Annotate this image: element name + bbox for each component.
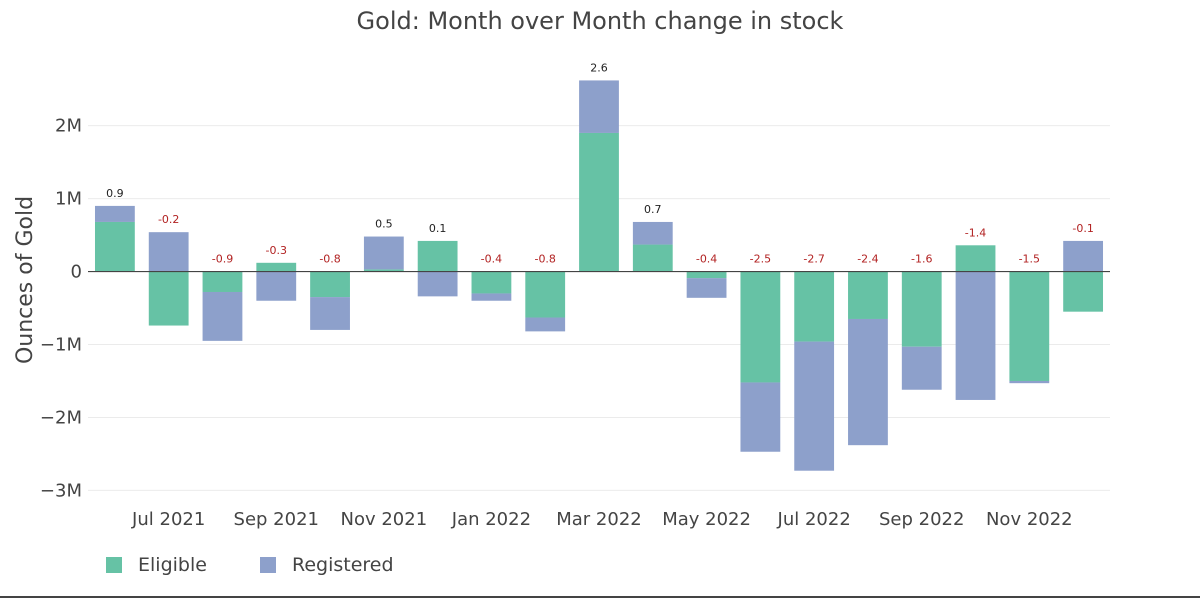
bar-registered-2021-10 xyxy=(310,297,350,330)
data-label: 2.6 xyxy=(590,61,608,74)
data-label: -0.4 xyxy=(696,253,717,266)
bar-registered-2021-12 xyxy=(417,271,458,297)
bar-eligible-2022-03 xyxy=(579,132,619,272)
bar-eligible-2021-10 xyxy=(310,271,350,298)
data-label: -0.3 xyxy=(266,244,287,257)
bar-eligible-2022-12 xyxy=(1063,271,1104,312)
data-label: 0.5 xyxy=(375,218,393,231)
x-tick-label: Nov 2022 xyxy=(986,509,1073,530)
data-label: -2.5 xyxy=(750,253,771,266)
bar-registered-2022-09 xyxy=(901,346,942,390)
legend-label-registered: Registered xyxy=(292,554,394,576)
x-tick-label: Sep 2021 xyxy=(234,509,319,530)
bars xyxy=(94,80,1104,471)
bar-registered-2021-06 xyxy=(94,205,135,222)
bar-eligible-2021-06 xyxy=(94,221,135,272)
bar-registered-2021-11 xyxy=(363,236,404,270)
x-axis-ticks: Jul 2021 Sep 2021 Nov 2021 Jan 2022 Mar 2022… xyxy=(131,509,1073,530)
legend-swatch-eligible xyxy=(106,557,122,573)
legend: Eligible Registered xyxy=(106,554,394,576)
bar-registered-2022-08 xyxy=(848,318,888,446)
bar-registered-2022-05 xyxy=(686,278,727,298)
y-axis-ticks: −3M −2M −1M 0 1M 2M xyxy=(40,116,82,502)
bar-eligible-2021-09 xyxy=(256,262,297,272)
y-tick-label: −1M xyxy=(40,335,82,356)
y-tick-label: 0 xyxy=(71,262,82,283)
data-label: 0.7 xyxy=(644,203,662,216)
bar-eligible-2021-11 xyxy=(363,269,404,272)
bar-registered-2021-07 xyxy=(148,232,189,272)
bar-registered-2022-11 xyxy=(1009,380,1050,384)
bar-registered-2022-12 xyxy=(1063,240,1104,272)
bar-eligible-2022-02 xyxy=(525,271,566,318)
legend-label-eligible: Eligible xyxy=(138,554,207,576)
x-tick-label: Jul 2022 xyxy=(777,509,851,530)
data-label: -1.5 xyxy=(1019,253,1040,266)
legend-swatch-registered xyxy=(260,557,276,573)
x-tick-label: Jan 2022 xyxy=(451,509,531,530)
x-tick-label: Sep 2022 xyxy=(879,509,964,530)
bar-registered-2021-09 xyxy=(256,271,297,301)
bar-eligible-2022-05 xyxy=(686,271,727,279)
bottom-border xyxy=(0,596,1200,598)
bar-registered-2022-10 xyxy=(955,271,996,400)
bar-registered-2022-06 xyxy=(740,382,781,452)
data-label: -1.4 xyxy=(965,226,986,239)
bar-eligible-2021-12 xyxy=(417,240,458,272)
data-label: -0.2 xyxy=(158,213,179,226)
data-label: -0.8 xyxy=(534,253,555,266)
data-label: -0.1 xyxy=(1072,222,1093,235)
data-label: -1.6 xyxy=(911,253,932,266)
data-label: 0.1 xyxy=(429,222,447,235)
bar-eligible-2021-08 xyxy=(202,271,243,292)
bar-eligible-2022-07 xyxy=(794,271,835,342)
y-tick-label: −2M xyxy=(40,407,82,428)
bar-registered-2022-01 xyxy=(471,293,512,301)
bar-eligible-2022-11 xyxy=(1009,271,1050,381)
x-tick-label: May 2022 xyxy=(662,509,751,530)
y-axis-label: Ounces of Gold xyxy=(13,196,38,364)
bar-eligible-2022-04 xyxy=(632,244,673,272)
bar-registered-2021-08 xyxy=(202,291,243,341)
bar-eligible-2022-10 xyxy=(955,245,996,272)
x-tick-label: Nov 2021 xyxy=(341,509,428,530)
data-label: -0.8 xyxy=(319,253,340,266)
bar-eligible-2022-09 xyxy=(901,271,942,347)
y-tick-label: 2M xyxy=(55,116,82,137)
x-tick-label: Mar 2022 xyxy=(556,509,642,530)
y-tick-label: −3M xyxy=(40,480,82,501)
y-tick-label: 1M xyxy=(55,189,82,210)
bar-registered-2022-03 xyxy=(579,80,619,133)
data-labels: 0.9 -0.2 -0.9 -0.3 -0.8 0.5 0.1 -0.4 -0.8 2.6 0.7 -… xyxy=(106,61,1094,265)
data-label: 0.9 xyxy=(106,187,124,200)
bar-eligible-2022-06 xyxy=(740,271,781,383)
bar-registered-2022-04 xyxy=(632,221,673,245)
chart-title: Gold: Month over Month change in stock xyxy=(357,7,844,35)
bar-eligible-2021-07 xyxy=(148,271,189,326)
data-label: -0.9 xyxy=(212,253,233,266)
data-label: -2.7 xyxy=(803,253,824,266)
data-label: -2.4 xyxy=(857,253,878,266)
bar-registered-2022-07 xyxy=(794,341,835,471)
data-label: -0.4 xyxy=(481,253,502,266)
bar-eligible-2022-08 xyxy=(848,271,888,319)
x-tick-label: Jul 2021 xyxy=(131,509,205,530)
bar-eligible-2022-01 xyxy=(471,271,512,294)
bar-registered-2022-02 xyxy=(525,317,566,332)
